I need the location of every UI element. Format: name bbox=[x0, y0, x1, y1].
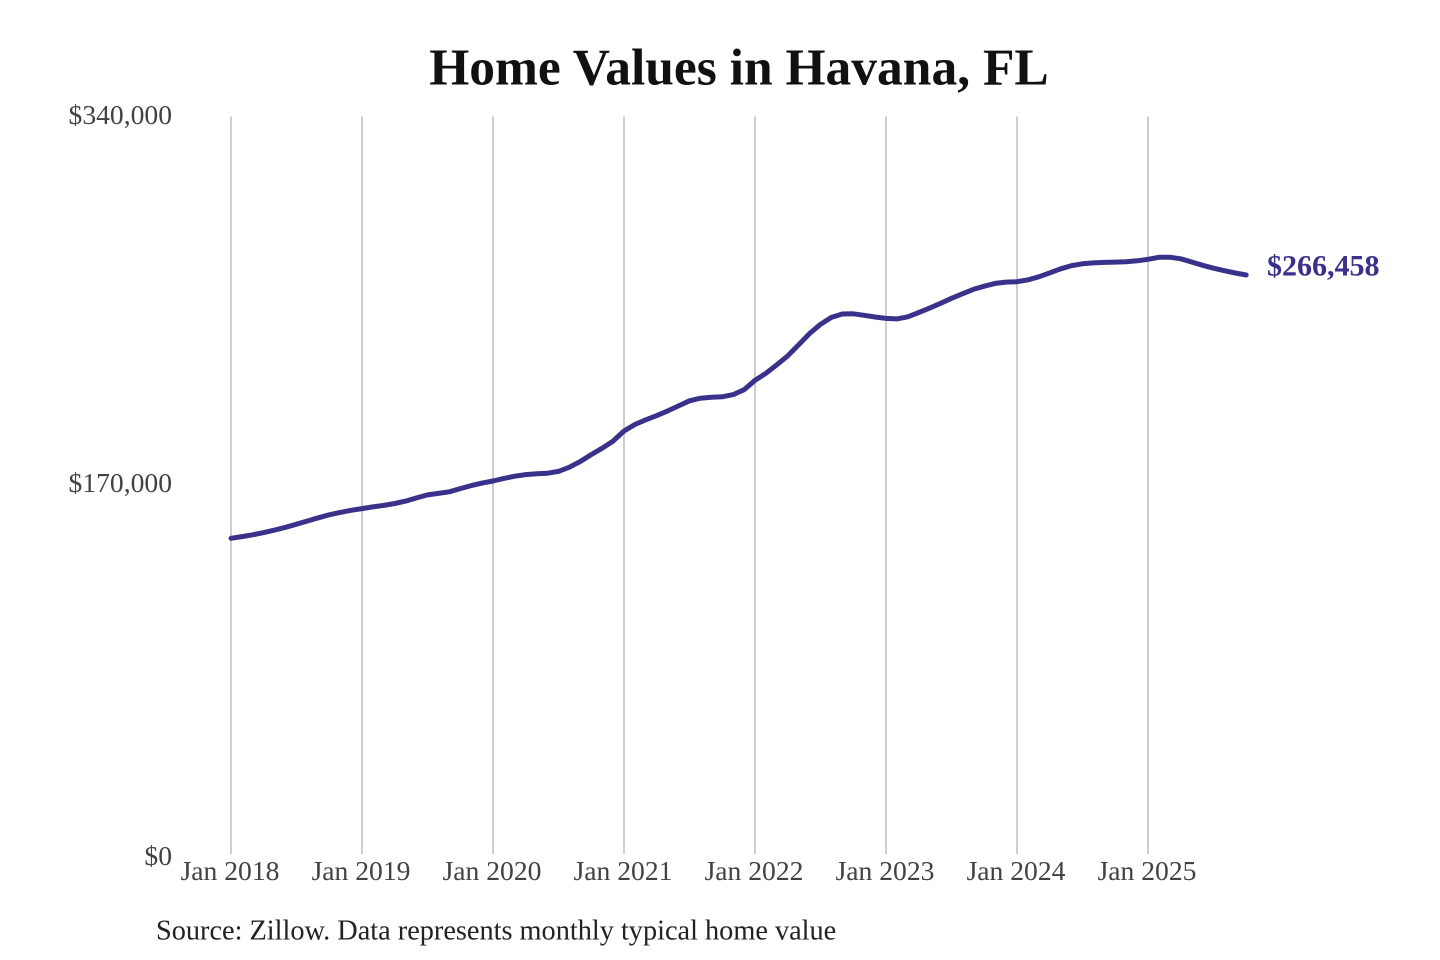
svg-text:Jan 2024: Jan 2024 bbox=[967, 855, 1066, 886]
svg-text:Jan 2025: Jan 2025 bbox=[1098, 855, 1197, 886]
svg-text:Jan 2022: Jan 2022 bbox=[705, 855, 804, 886]
svg-text:$0: $0 bbox=[144, 840, 172, 871]
svg-text:$266,458: $266,458 bbox=[1267, 250, 1380, 283]
svg-text:$170,000: $170,000 bbox=[69, 467, 172, 498]
svg-text:Jan 2020: Jan 2020 bbox=[443, 855, 542, 886]
svg-text:Jan 2021: Jan 2021 bbox=[574, 855, 673, 886]
svg-text:Jan 2018: Jan 2018 bbox=[181, 855, 280, 886]
svg-text:$340,000: $340,000 bbox=[69, 99, 172, 130]
svg-text:Jan 2023: Jan 2023 bbox=[836, 855, 935, 886]
svg-text:Jan 2019: Jan 2019 bbox=[312, 855, 411, 886]
svg-text:Home Values in Havana, FL: Home Values in Havana, FL bbox=[429, 40, 1049, 97]
svg-text:Source: Zillow. Data represent: Source: Zillow. Data represents monthly … bbox=[156, 916, 836, 947]
